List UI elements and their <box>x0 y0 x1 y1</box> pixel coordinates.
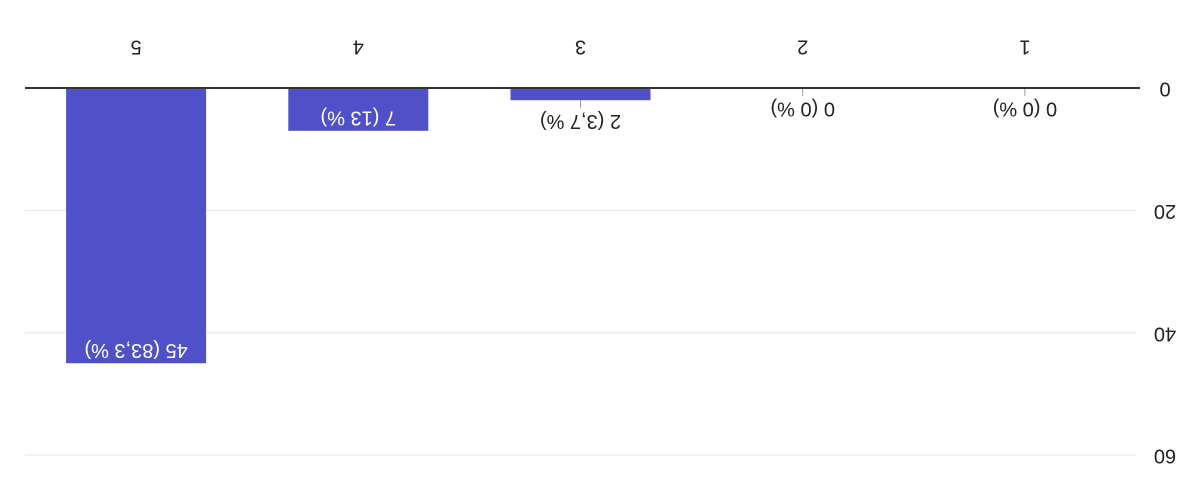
x-tick-label: 5 <box>131 36 142 58</box>
y-tick-label: 20 <box>1154 200 1176 222</box>
value-label: 0 (0 %) <box>770 98 834 120</box>
value-label: 0 (0 %) <box>993 98 1057 120</box>
bar <box>66 88 207 364</box>
bar <box>288 88 429 131</box>
rotated-chart: 0 20 40 60 1 0 (0 %) 2 0 (0 %) 3 2 (3,7 %) 4 7 (13 … <box>25 36 1176 467</box>
value-label: 2 (3,7 %) <box>540 110 621 132</box>
value-label: 7 (13 %) <box>321 107 397 129</box>
y-tick-label: 40 <box>1154 322 1176 344</box>
y-tick-label: 60 <box>1154 445 1176 467</box>
x-tick-label: 2 <box>797 36 808 58</box>
x-tick-label: 3 <box>575 36 586 58</box>
value-label: 45 (83,3 %) <box>84 339 187 361</box>
x-tick-label: 4 <box>353 36 364 58</box>
y-tick-label: 0 <box>1159 78 1170 100</box>
bar <box>510 88 651 101</box>
x-tick-label: 1 <box>1019 36 1030 58</box>
